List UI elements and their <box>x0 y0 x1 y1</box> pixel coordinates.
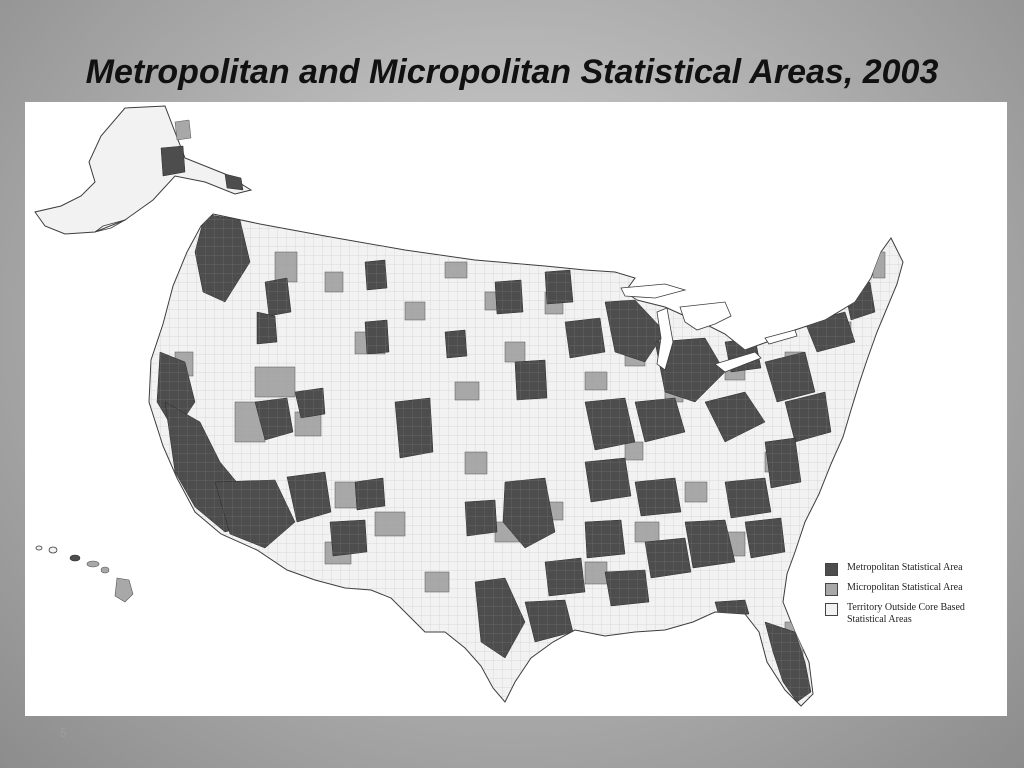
outside-swatch <box>825 603 838 616</box>
legend-label: Territory Outside Core Based Statistical… <box>847 602 965 625</box>
slide-number: 5 <box>60 726 67 740</box>
great-lakes <box>620 283 798 373</box>
micropolitan-swatch <box>825 583 838 596</box>
legend-label: Metropolitan Statistical Area <box>847 562 963 573</box>
county-grid <box>149 214 903 706</box>
us-cbsa-map <box>34 105 904 707</box>
alaska <box>34 105 253 235</box>
hawaii <box>35 545 134 603</box>
legend-item-micropolitan: Micropolitan Statistical Area <box>825 582 1007 596</box>
legend-label: Micropolitan Statistical Area <box>847 582 963 593</box>
map-legend: Metropolitan Statistical Area Micropolit… <box>825 562 1007 632</box>
metropolitan-swatch <box>825 563 838 576</box>
legend-item-outside: Territory Outside Core Based Statistical… <box>825 602 1007 626</box>
legend-item-metropolitan: Metropolitan Statistical Area <box>825 562 1007 576</box>
slide-title: Metropolitan and Micropolitan Statistica… <box>85 53 939 91</box>
map-panel: Metropolitan Statistical Area Micropolit… <box>25 102 1007 716</box>
